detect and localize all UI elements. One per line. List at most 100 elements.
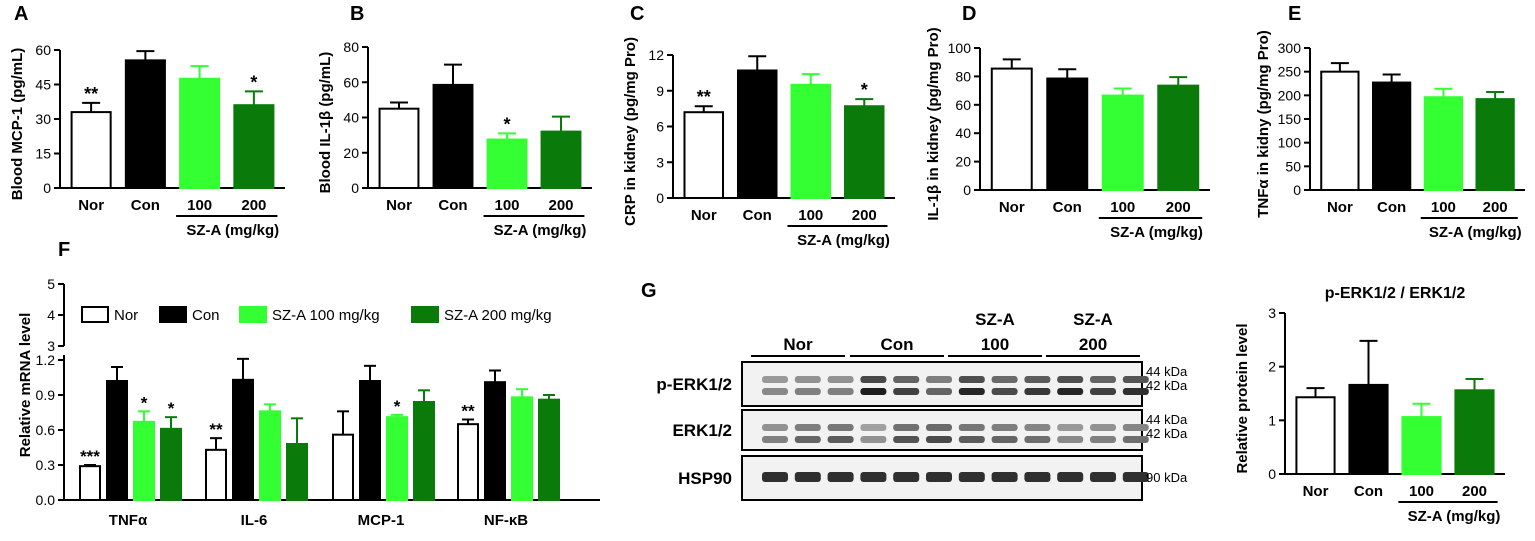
bar [457, 423, 479, 501]
panel-letter: F [58, 239, 70, 261]
y-tick-label: 5 [47, 276, 55, 292]
group-label: SZ-A (mg/kg) [494, 222, 587, 239]
lane-group-label: SZ-A [1073, 310, 1113, 329]
legend: Nor Con SZ-A 100 mg/kg SZ-A 200 mg/kg [81, 306, 552, 324]
y-tick-label: 2 [1268, 359, 1276, 375]
protein-band [860, 436, 887, 443]
protein-band [893, 376, 920, 383]
protein-band [1024, 436, 1051, 443]
y-tick-label: 0 [1293, 182, 1301, 198]
significance-mark: * [168, 399, 175, 418]
bar-con [1046, 77, 1089, 191]
protein-band [794, 472, 821, 482]
x-tick-label: Nor [386, 197, 412, 214]
protein-band [958, 388, 985, 395]
x-tick-label: IL-6 [241, 512, 268, 529]
bar-100 [179, 77, 221, 189]
panel-d: D 0 20 40 60 80 100 IL-1β in kidney (pg/mg Pro)… [925, 3, 1210, 241]
bar-100 [1401, 416, 1442, 476]
x-tick-label: Con [1377, 199, 1406, 216]
x-tick-label: Con [1053, 199, 1082, 216]
protein-band [893, 436, 920, 443]
bar-nor [1320, 70, 1360, 191]
panel-letter: A [14, 3, 28, 25]
bar-200 [843, 105, 885, 199]
y-tick-label: 0.0 [36, 492, 56, 508]
y-axis-label: Blood IL-1β (pg/mL) [317, 52, 334, 194]
protein-band [860, 472, 887, 482]
panel-letter: D [962, 3, 976, 25]
panel-letter: C [630, 3, 644, 25]
bar-100 [1423, 96, 1464, 191]
y-tick-label: 60 [35, 42, 51, 58]
y-axis-label: Relative protein level [1234, 323, 1251, 473]
panel-e: E 0 50 100 150 200 250 300 TNFα in kidny (pg/mg … [1255, 3, 1525, 241]
protein-band [926, 472, 952, 482]
x-tick-label: 100 [187, 197, 212, 214]
protein-band [827, 472, 854, 482]
bar [160, 427, 182, 502]
protein-band [762, 424, 788, 431]
y-axis-label: TNFα in kidny (pg/mg Pro) [1255, 30, 1272, 218]
significance-mark: ** [697, 87, 711, 107]
bar-nor [70, 111, 112, 189]
y-tick-label: 1 [1268, 412, 1276, 428]
y-tick-label: 200 [1278, 87, 1302, 103]
protein-band [1024, 376, 1051, 383]
bar-con [736, 69, 778, 199]
protein-band [991, 424, 1018, 431]
y-tick-label: 4 [47, 307, 55, 323]
bar [232, 378, 254, 502]
bar-con [1348, 383, 1389, 475]
protein-band [827, 424, 854, 431]
protein-band [958, 472, 985, 482]
protein-band [1024, 424, 1051, 431]
x-tick-label: Nor [78, 197, 104, 214]
x-tick-label: 200 [1462, 483, 1487, 500]
bar-nor [990, 67, 1033, 191]
y-tick-label: 50 [1285, 158, 1301, 174]
bar [413, 401, 435, 501]
y-tick-label: 0 [656, 190, 664, 206]
blot-row-label: p-ERK1/2 [656, 375, 732, 394]
protein-band [762, 376, 788, 383]
panel-letter: B [350, 3, 364, 25]
y-tick-label: 15 [35, 146, 51, 162]
blot-row-label: HSP90 [678, 469, 732, 488]
bar [133, 420, 155, 502]
y-tick-label: 150 [1278, 111, 1302, 127]
protein-band [1057, 472, 1084, 482]
chart-title: p-ERK1/2 / ERK1/2 [1325, 285, 1466, 302]
bar-200 [540, 130, 582, 190]
y-tick-label: 0.3 [36, 457, 56, 473]
bar [538, 398, 560, 501]
y-tick-label: 20 [343, 145, 359, 161]
x-tick-label: 100 [1409, 483, 1434, 500]
x-tick-label: Con [743, 207, 772, 224]
protein-band [926, 436, 952, 443]
x-tick-label: Nor [1303, 483, 1329, 500]
x-tick-label: 200 [241, 197, 266, 214]
significance-mark: * [394, 397, 401, 416]
y-tick-label: 250 [1278, 64, 1302, 80]
protein-band [1122, 436, 1149, 443]
protein-band [893, 424, 920, 431]
group-label: SZ-A (mg/kg) [1429, 224, 1522, 241]
bar-con [1371, 81, 1412, 191]
bar-100 [1101, 94, 1144, 191]
kda-marker: 90 kDa [1146, 470, 1188, 485]
x-tick-label: Con [131, 197, 160, 214]
legend-swatch [239, 306, 267, 323]
legend-swatch [159, 306, 187, 323]
bar-100 [486, 138, 528, 189]
bar [332, 433, 354, 501]
bar-nor [1295, 396, 1336, 475]
y-tick-label: 60 [955, 97, 971, 113]
panel-f: F 0.0 0.3 0.6 0.9 1.23 4 5 Relative mRNA level No… [17, 239, 600, 529]
protein-band [1122, 472, 1149, 482]
protein-band [860, 388, 887, 395]
panel-c: C 0 3 6 9 12 CRP in kidney (pg/mg Pro) ** Nor Con… [622, 3, 895, 249]
group-label: SZ-A (mg/kg) [797, 232, 890, 249]
y-tick-label: 40 [955, 125, 971, 141]
